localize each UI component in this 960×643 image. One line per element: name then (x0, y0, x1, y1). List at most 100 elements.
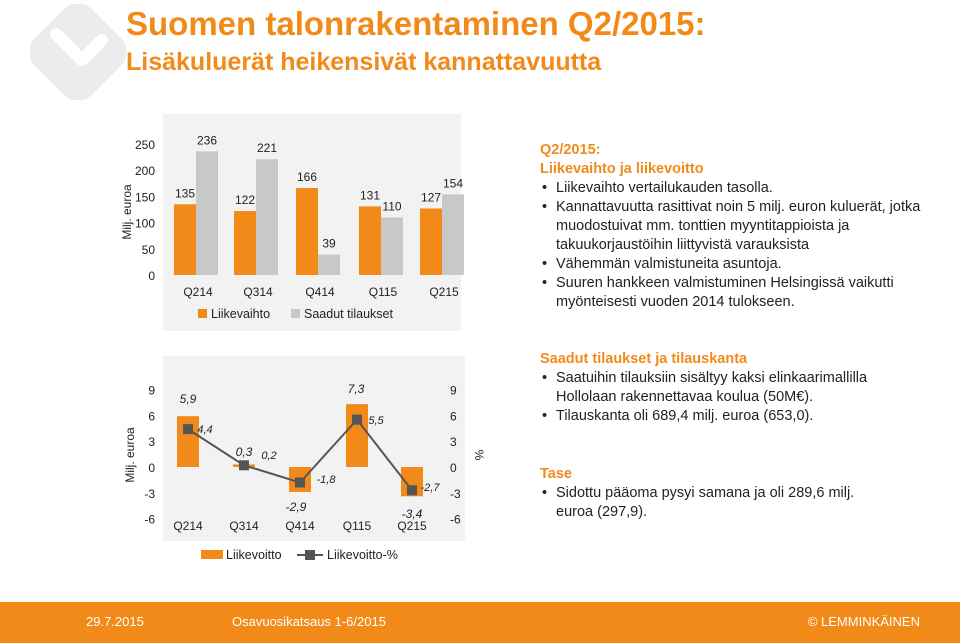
data-label: 122 (235, 193, 255, 207)
legend-swatch-marker (305, 550, 315, 560)
legend-label: Liikevaihto (211, 307, 270, 321)
y-tick-label: 9 (148, 384, 155, 398)
marker-liikevoitto-pct (352, 414, 362, 425)
panel-liikevaihto: Q2/2015: Liikevaihto ja liikevoitto Liik… (540, 141, 930, 312)
data-label: 39 (322, 237, 336, 251)
panel-heading-orders: Saadut tilaukset ja tilauskanta (540, 351, 748, 367)
data-label: 0,2 (261, 450, 276, 462)
x-tick-label: Q314 (229, 519, 259, 533)
bar-saadut-tilaukset (442, 194, 464, 275)
x-tick-label: Q414 (305, 285, 335, 299)
data-label: -1,8 (317, 474, 337, 486)
data-label: 110 (382, 199, 401, 213)
y-tick-label: 3 (148, 435, 155, 449)
data-label: -3,4 (402, 507, 423, 521)
bar-liikevaihto (359, 206, 381, 275)
data-label: 127 (421, 190, 441, 204)
data-label: 5,9 (180, 392, 197, 406)
data-label: 236 (197, 133, 217, 147)
y-tick-label: 50 (142, 243, 156, 257)
bullet-item: Saatuihin tilauksiin sisältyy kaksi elin… (540, 369, 870, 407)
x-tick-label: Q214 (183, 285, 213, 299)
panel-orders: Saadut tilaukset ja tilauskanta Saatuihi… (540, 350, 870, 426)
x-tick-label: Q215 (397, 519, 427, 533)
marker-liikevoitto-pct (407, 485, 417, 496)
y-tick-label: 100 (135, 217, 155, 231)
bar-liikevaihto (420, 208, 442, 275)
y2-tick-label: -6 (450, 513, 461, 527)
bullet-item: Suuren hankkeen valmistuminen Helsingiss… (540, 274, 930, 312)
bullet-item: Vähemmän valmistuneita asuntoja. (540, 255, 930, 274)
panel-tase: Tase Sidottu pääoma pysyi samana ja oli … (540, 465, 870, 522)
y2-tick-label: 0 (450, 461, 457, 475)
bullet-item: Tilauskanta oli 689,4 milj. euroa (653,0… (540, 407, 870, 426)
bar-liikevaihto (234, 211, 256, 275)
legend-swatch-liikevaihto (198, 309, 207, 318)
y2-tick-label: 3 (450, 435, 457, 449)
x-tick-label: Q115 (343, 519, 372, 533)
legend-swatch-saadut-tilaukset (291, 309, 300, 318)
legend-label: Liikevoitto (226, 548, 282, 562)
y-tick-label: 0 (148, 461, 155, 475)
y-tick-label: 250 (135, 138, 155, 152)
legend-label: Liikevoitto-% (327, 548, 398, 562)
page-subtitle: Lisäkuluerät heikensivät kannattavuutta (126, 48, 602, 76)
y-axis-label: Milj. euroa (120, 184, 134, 240)
x-tick-label: Q115 (369, 285, 398, 299)
y2-tick-label: -3 (450, 487, 461, 501)
panel-heading-q2: Q2/2015: (540, 142, 601, 158)
bar-liikevoitto (401, 467, 423, 497)
data-label: 166 (297, 170, 317, 184)
x-tick-label: Q414 (285, 519, 315, 533)
data-label: -2,9 (286, 500, 307, 514)
legend-label: Saadut tilaukset (304, 307, 393, 321)
data-label: 221 (257, 141, 277, 155)
data-label: 131 (360, 188, 380, 202)
bullet-list: Liikevaihto vertailukauden tasolla. Kann… (540, 179, 930, 312)
bullet-list: Saatuihin tilauksiin sisältyy kaksi elin… (540, 369, 870, 426)
data-label: 5,5 (368, 415, 384, 427)
marker-liikevoitto-pct (239, 460, 249, 471)
marker-liikevoitto-pct (183, 424, 193, 435)
y-tick-label: -6 (144, 513, 155, 527)
data-label: 4,4 (197, 424, 212, 436)
chart2-plot-background (163, 356, 465, 541)
y2-tick-label: 6 (450, 409, 457, 423)
bar-saadut-tilaukset (318, 254, 340, 275)
page-title: Suomen talonrakentaminen Q2/2015: (126, 5, 706, 42)
bar-liikevoitto (346, 404, 368, 467)
marker-liikevoitto-pct (295, 477, 305, 488)
y2-tick-label: 9 (450, 384, 457, 398)
footer-document: Osavuosikatsaus 1-6/2015 (232, 614, 386, 629)
footer-bar: 29.7.2015 Osavuosikatsaus 1-6/2015 © LEM… (0, 602, 960, 643)
footer-date: 29.7.2015 (86, 614, 144, 629)
panel-heading-tase: Tase (540, 466, 572, 482)
data-label: 7,3 (348, 382, 365, 396)
bullet-item: Liikevaihto vertailukauden tasolla. (540, 179, 930, 198)
y-axis-label: Milj. euroa (123, 427, 137, 483)
data-label: 0,3 (236, 445, 253, 459)
bullet-item: Kannattavuutta rasittivat noin 5 milj. e… (540, 198, 930, 255)
bar-liikevoitto (177, 416, 199, 467)
bar-saadut-tilaukset (256, 159, 278, 275)
x-tick-label: Q314 (243, 285, 273, 299)
footer-brand: © LEMMINKÄINEN (807, 614, 920, 629)
charts-area: 0 50 100 150 200 250 Milj. euroa 135 236 Q214 122 2… (120, 114, 486, 562)
y-tick-label: 200 (135, 164, 155, 178)
y-tick-label: 0 (148, 269, 155, 283)
y-tick-label: 150 (135, 190, 155, 204)
panel-heading-liikevaihto: Liikevaihto ja liikevoitto (540, 161, 704, 177)
bar-saadut-tilaukset (196, 151, 218, 275)
y-tick-label: 6 (148, 409, 155, 423)
data-label: 154 (443, 176, 463, 190)
bar-saadut-tilaukset (381, 217, 403, 275)
data-label: 135 (175, 186, 195, 200)
lemminkainen-logo-icon (30, 4, 126, 100)
bullet-item: Sidottu pääoma pysyi samana ja oli 289,6… (540, 484, 870, 522)
bar-liikevaihto (174, 204, 196, 275)
y2-axis-label: % (472, 450, 486, 461)
bar-liikevaihto (296, 188, 318, 275)
data-label: -2,7 (421, 482, 441, 494)
x-tick-label: Q215 (429, 285, 459, 299)
legend-swatch-liikevoitto (201, 550, 223, 559)
